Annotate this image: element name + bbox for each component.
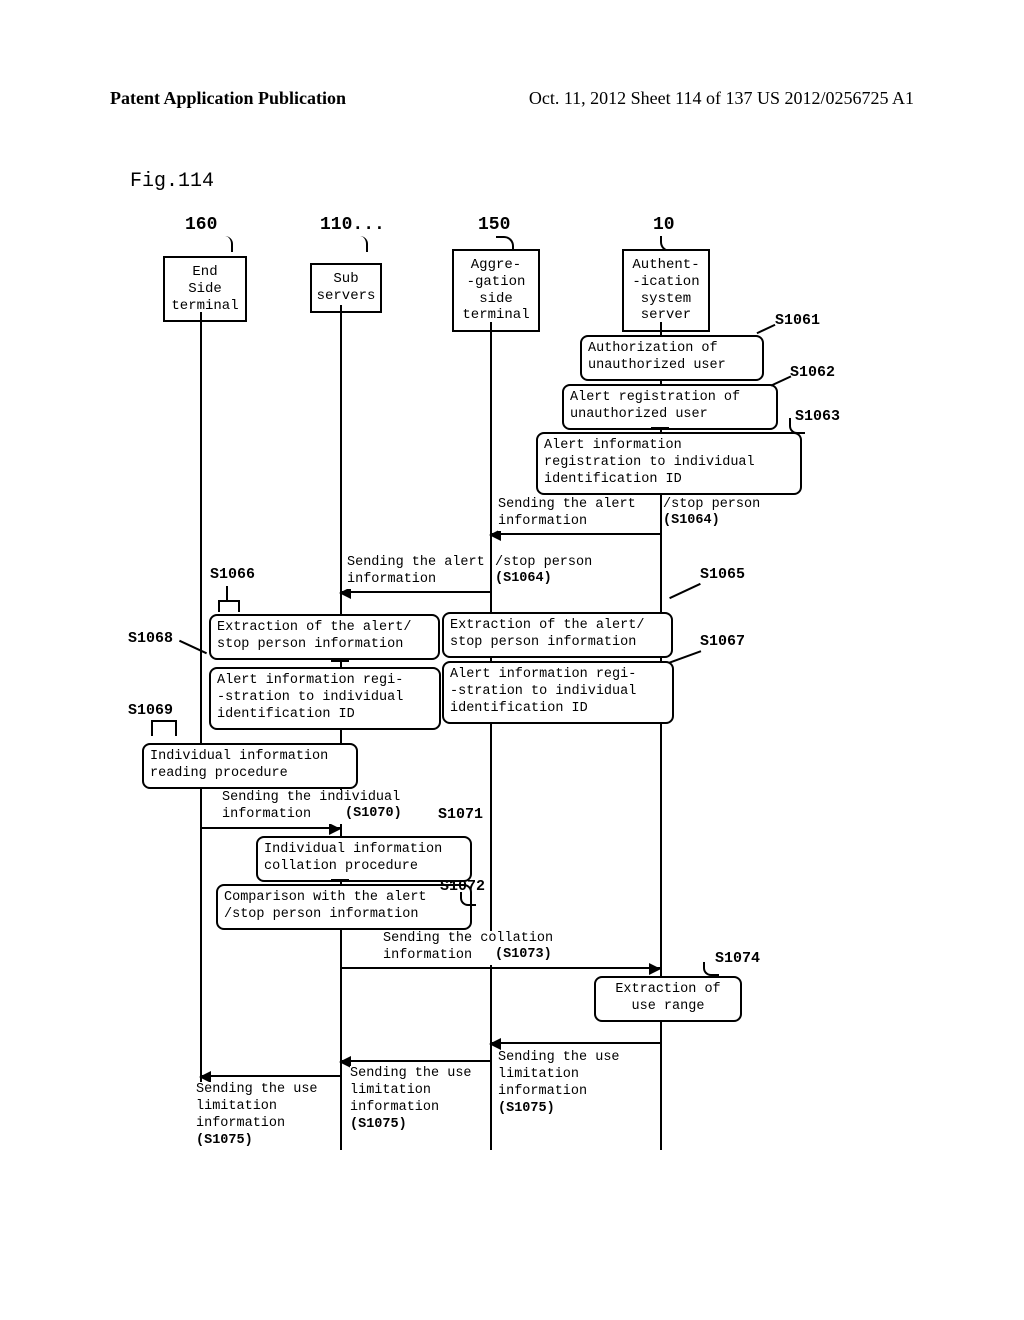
lane-head-auth: Authent- -ication system server (622, 249, 710, 332)
lane-title: Authent- -ication system server (632, 257, 699, 323)
leader-curve (219, 236, 233, 252)
tick (651, 427, 669, 429)
label-s1071: S1071 (438, 806, 483, 823)
lane-num-auth: 10 (653, 215, 675, 235)
label-s1074: S1074 (715, 950, 760, 967)
step-s1067: Alert information regi- -stration to ind… (442, 661, 674, 724)
lifeline-agg (490, 322, 492, 1150)
step-s1062: Alert registration of unauthorized user (562, 384, 778, 430)
msg-text: Sending the use limitation information (196, 1082, 318, 1131)
step-s1069: Individual information reading procedure (142, 743, 358, 789)
tick (481, 656, 499, 658)
lane-num-end: 160 (185, 215, 217, 235)
step-text: Individual information collation procedu… (264, 842, 442, 874)
step-s1066: Extraction of the alert/ stop person inf… (209, 614, 440, 660)
tick (331, 660, 349, 662)
arrow-s1073 (340, 967, 660, 969)
step-s1071: Individual information collation procedu… (256, 836, 472, 882)
msg-label: (S1075) (196, 1133, 253, 1148)
header-right: Oct. 11, 2012 Sheet 114 of 137 US 2012/0… (529, 88, 914, 109)
lane-title: Aggre- -gation side terminal (462, 257, 529, 323)
lead (179, 640, 207, 654)
lifeline-end (200, 312, 202, 1150)
label-s1062: S1062 (790, 364, 835, 381)
lead (669, 583, 701, 599)
msg-s1075b: Sending the use limitation information (S… (350, 1066, 472, 1134)
msg-s1070-label: (S1070) (345, 806, 402, 823)
step-s1068: Alert information regi- -stration to ind… (209, 667, 441, 730)
lane-num-sub: 110... (320, 215, 385, 235)
step-text: Alert information registration to indivi… (544, 438, 755, 487)
msg-s1064a-label: (S1064) (663, 513, 720, 530)
label-s1069: S1069 (128, 702, 173, 719)
lane-head-agg: Aggre- -gation side terminal (452, 249, 540, 332)
lane-title: End Side terminal (171, 264, 238, 314)
label-s1067: S1067 (700, 633, 745, 650)
label-s1065: S1065 (700, 566, 745, 583)
step-s1063: Alert information registration to indivi… (536, 432, 802, 495)
lead (669, 650, 702, 664)
tick (651, 379, 669, 381)
step-text: Extraction of the alert/ stop person inf… (217, 620, 411, 652)
header-left: Patent Application Publication (110, 88, 346, 109)
step-text: Alert information regi- -stration to ind… (217, 673, 403, 722)
lead (218, 600, 240, 612)
step-text: Authorization of unauthorized user (588, 341, 726, 373)
arrow-s1075a (490, 1042, 660, 1044)
msg-text: Sending the use limitation information (498, 1050, 620, 1099)
msg-label: (S1075) (350, 1117, 407, 1132)
msg-label: (S1075) (498, 1101, 555, 1116)
msg-s1064b-ext: /stop person (495, 555, 592, 572)
step-text: Extraction of use range (615, 982, 720, 1014)
msg-s1064a-ext: /stop person (663, 497, 760, 514)
tick (331, 879, 349, 881)
lead (771, 375, 792, 386)
msg-s1064a-text: Sending the alert information (498, 497, 636, 531)
step-text: Individual information reading procedure (150, 749, 328, 781)
msg-text: Sending the alert information (347, 555, 485, 587)
label-s1061: S1061 (775, 312, 820, 329)
arrow-s1070 (200, 827, 340, 829)
step-text: Extraction of the alert/ stop person inf… (450, 618, 644, 650)
figure-label: Fig.114 (130, 170, 214, 193)
lane-head-sub: Sub servers (310, 263, 382, 313)
arrow-s1064a (490, 533, 660, 535)
lead (151, 720, 177, 736)
step-s1072: Comparison with the alert /stop person i… (216, 884, 472, 930)
lead-curve (703, 962, 719, 976)
step-s1061: Authorization of unauthorized user (580, 335, 764, 381)
msg-s1073-label: (S1073) (495, 947, 552, 964)
msg-s1064b-label: (S1064) (495, 571, 552, 588)
lane-head-end: End Side terminal (163, 256, 247, 322)
lane-title: Sub servers (317, 271, 376, 304)
step-text: Alert registration of unauthorized user (570, 390, 740, 422)
lead (757, 324, 776, 334)
msg-s1064b-text: Sending the alert information (347, 555, 485, 589)
arrow-s1075c (200, 1075, 340, 1077)
lane-num-agg: 150 (478, 215, 510, 235)
lead (226, 586, 228, 600)
msg-s1075c: Sending the use limitation information (S… (196, 1082, 318, 1150)
step-s1074: Extraction of use range (594, 976, 742, 1022)
step-text: Alert information regi- -stration to ind… (450, 667, 636, 716)
page: Patent Application Publication Oct. 11, … (0, 0, 1024, 1320)
msg-text: Sending the use limitation information (350, 1066, 472, 1115)
arrow-s1075b (340, 1060, 490, 1062)
lead-curve (789, 418, 805, 434)
leader-curve (354, 236, 368, 252)
msg-s1075a: Sending the use limitation information (S… (498, 1050, 620, 1118)
step-s1065: Extraction of the alert/ stop person inf… (442, 612, 673, 658)
arrow-s1064b (340, 591, 490, 593)
label-s1068: S1068 (128, 630, 173, 647)
label-s1066: S1066 (210, 566, 255, 583)
lead-curve (460, 892, 476, 906)
msg-text: Sending the alert information (498, 497, 636, 529)
step-text: Comparison with the alert /stop person i… (224, 890, 427, 922)
